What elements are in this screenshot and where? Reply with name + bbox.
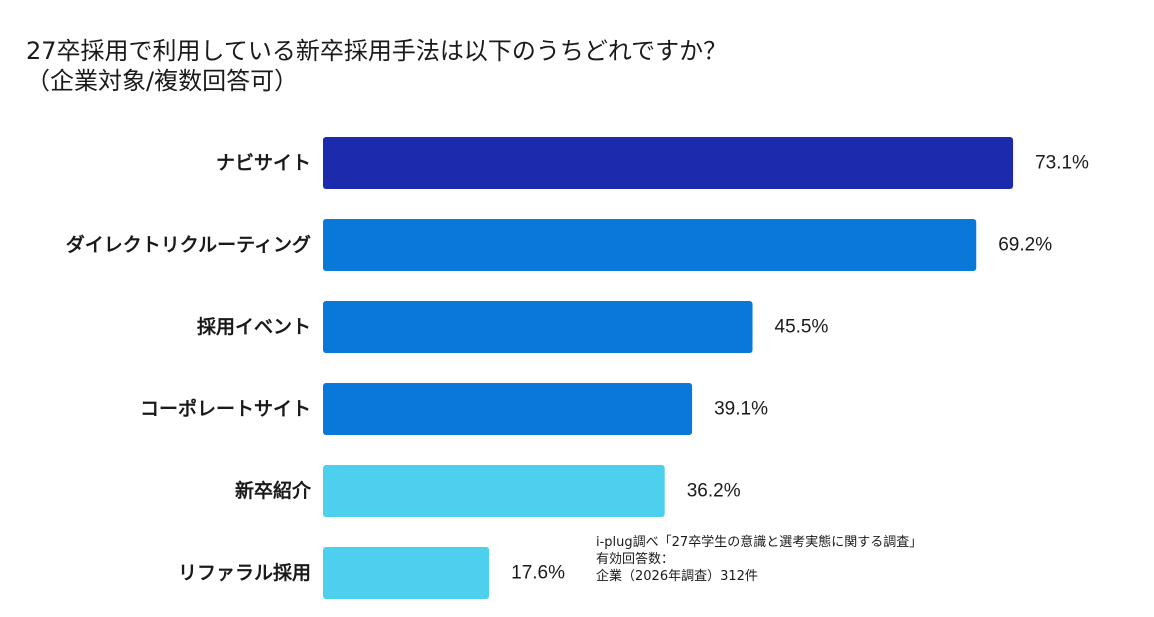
value-label: 17.6% (511, 563, 565, 584)
chart-title: 27卒採用で利用している新卒採用手法は以下のうちどれですか？ （企業対象/複数回… (26, 36, 727, 96)
source-note: i-plug調べ「27卒学生の意識と選考実態に関する調査」 有効回答数： 企業（… (596, 534, 922, 585)
bar (323, 137, 1014, 189)
category-label: 採用イベント (197, 316, 311, 338)
chart-title-line2: （企業対象/複数回答可） (26, 67, 299, 95)
bar (323, 301, 753, 353)
value-label: 45.5% (775, 317, 829, 338)
value-label: 39.1% (714, 399, 768, 420)
source-line2: 有効回答数： (596, 552, 675, 567)
bar (323, 547, 490, 599)
chart-title-line1: 27卒採用で利用している新卒採用手法は以下のうちどれですか？ (26, 37, 728, 65)
category-label: 新卒紹介 (235, 479, 312, 502)
bar (323, 383, 693, 435)
category-label: ダイレクトリクルーティング (66, 233, 311, 256)
value-label: 73.1% (1035, 153, 1089, 174)
source-line1: i-plug調べ「27卒学生の意識と選考実態に関する調査」 (596, 535, 923, 550)
value-label: 36.2% (687, 481, 741, 502)
value-label: 69.2% (998, 235, 1052, 256)
category-label: コーポレートサイト (140, 397, 311, 420)
category-label: リファラル採用 (178, 562, 311, 584)
bar (323, 465, 665, 517)
source-line3: 企業（2026年調査）312件 (596, 569, 758, 584)
bar (323, 219, 977, 271)
category-label: ナビサイト (216, 152, 311, 174)
